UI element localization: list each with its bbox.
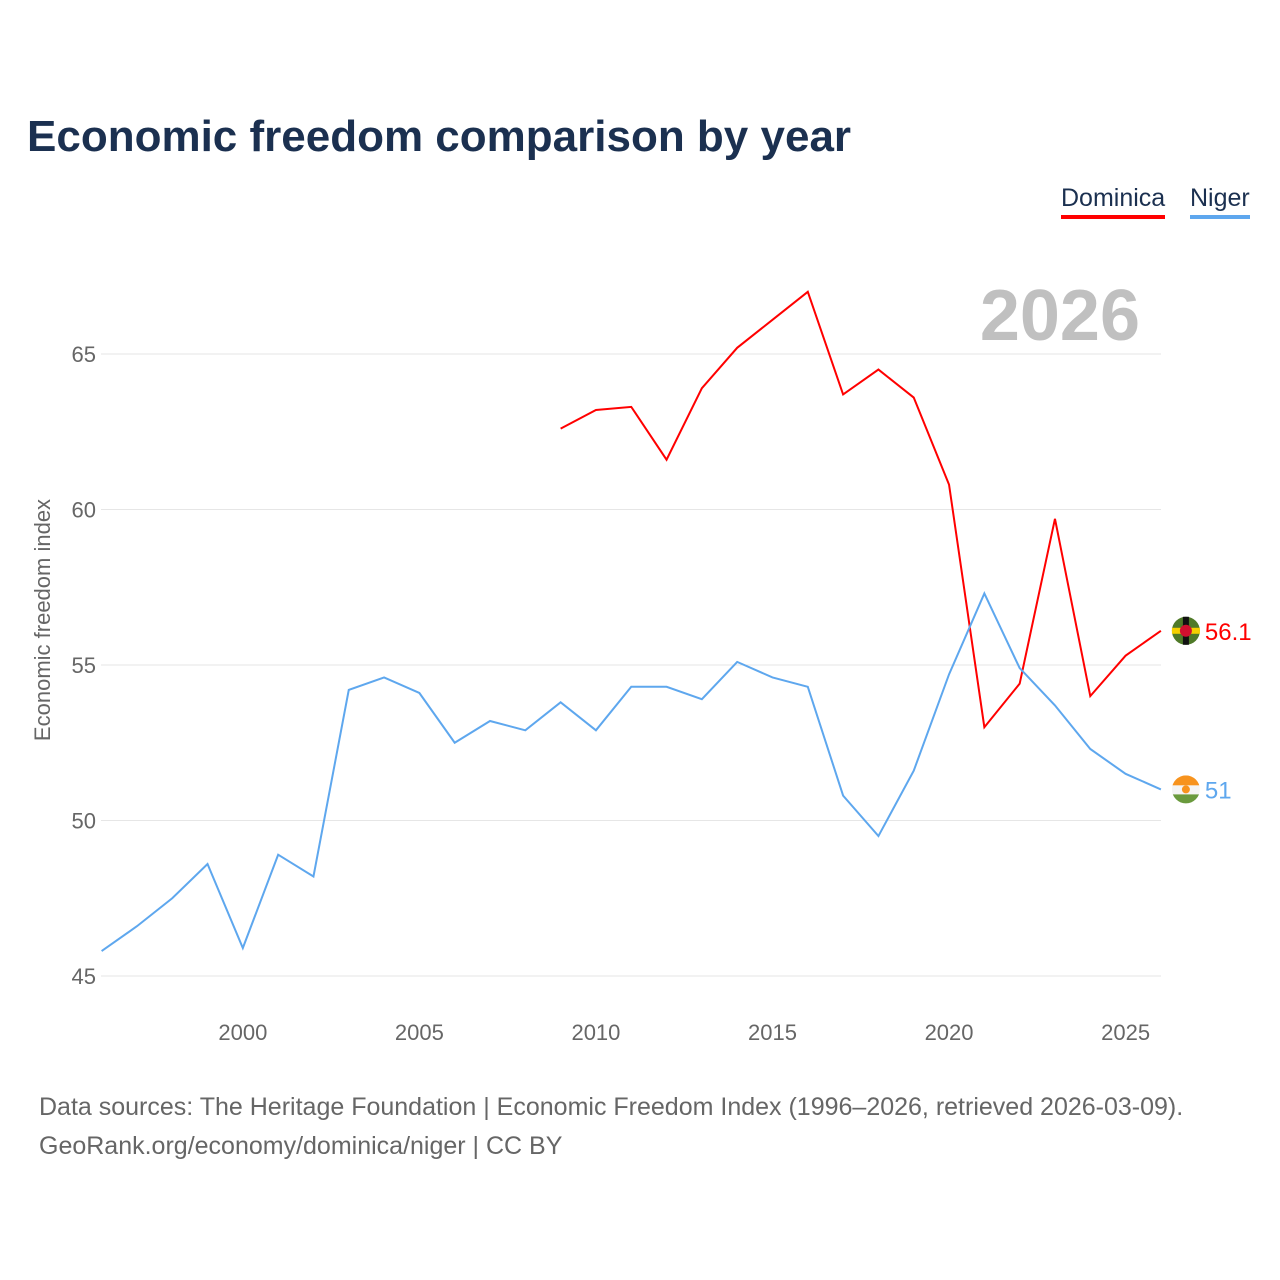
y-tick-label: 55 <box>72 653 96 678</box>
x-tick-label: 2025 <box>1101 1020 1150 1045</box>
series-line-niger <box>101 591 1162 952</box>
source-line-1: Data sources: The Heritage Foundation | … <box>39 1093 1184 1121</box>
y-tick-label: 45 <box>72 964 96 989</box>
y-tick-label: 50 <box>72 809 96 834</box>
legend-niger[interactable]: Niger <box>1190 184 1250 219</box>
flag-stripe <box>1171 775 1200 786</box>
x-tick-label: 2020 <box>925 1020 974 1045</box>
chart-title: Economic freedom comparison by year <box>27 112 852 161</box>
flag-dominica-icon <box>1171 616 1200 645</box>
y-tick-label: 65 <box>72 342 96 367</box>
x-tick-label: 2000 <box>218 1020 267 1045</box>
flag-niger-icon <box>1171 775 1200 804</box>
x-tick-label: 2005 <box>395 1020 444 1045</box>
flag-stripe <box>1171 794 1200 804</box>
y-axis-label: Economic freedom index <box>30 499 55 741</box>
series-line-dominica <box>560 290 1162 730</box>
flag-disc <box>1179 624 1192 637</box>
y-tick-label: 60 <box>72 498 96 523</box>
source-note: Data sources: The Heritage Foundation | … <box>39 1088 1183 1166</box>
x-tick-label: 2015 <box>748 1020 797 1045</box>
legend-dominica[interactable]: Dominica <box>1061 184 1166 219</box>
end-label-niger: 51 <box>1205 777 1232 804</box>
flag-disc <box>1181 785 1190 794</box>
source-line-2: GeoRank.org/economy/dominica/niger | CC … <box>39 1132 563 1160</box>
year-watermark: 2026 <box>980 276 1140 356</box>
end-label-dominica: 56.1 <box>1205 619 1252 646</box>
x-tick-label: 2010 <box>571 1020 620 1045</box>
